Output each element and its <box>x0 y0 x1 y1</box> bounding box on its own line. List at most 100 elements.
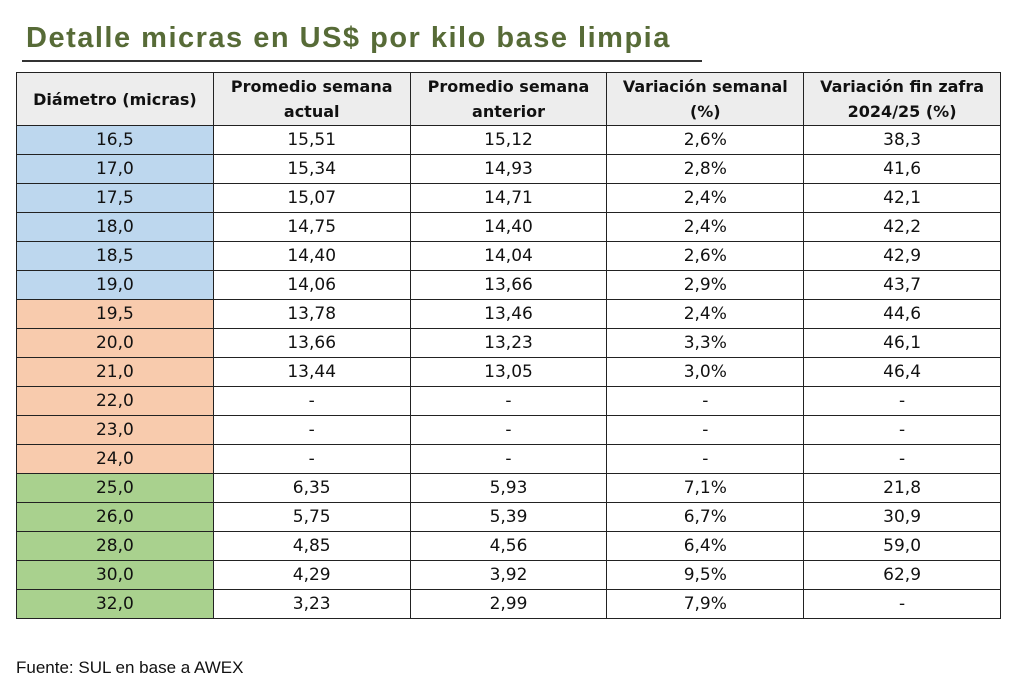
diameter-cell: 19,0 <box>16 270 214 300</box>
table-row: 18,0 14,75 14,40 2,4% 42,2 <box>16 212 1001 242</box>
weekly-variation-cell: - <box>606 386 805 416</box>
diameter-cell: 18,0 <box>16 212 214 242</box>
season-variation-cell: 59,0 <box>803 531 1001 561</box>
current-week-cell: 13,44 <box>212 357 411 387</box>
weekly-variation-cell: 3,3% <box>606 328 805 358</box>
previous-week-cell: 15,12 <box>409 125 608 155</box>
current-week-cell: 15,34 <box>212 154 411 184</box>
previous-week-cell: 5,93 <box>409 473 608 503</box>
previous-week-cell: - <box>409 386 608 416</box>
diameter-cell: 25,0 <box>16 473 214 503</box>
table-row: 23,0- - - - <box>16 415 1001 445</box>
season-variation-cell: 62,9 <box>803 560 1001 590</box>
previous-week-cell: 3,92 <box>409 560 608 590</box>
diameter-cell: 30,0 <box>16 560 214 590</box>
diameter-cell: 32,0 <box>16 589 214 619</box>
table-row: 21,0 13,44 13,05 3,0% 46,4 <box>16 357 1001 387</box>
table-row: 32,0 3,23 2,99 7,9% - <box>16 589 1001 619</box>
season-variation-cell: - <box>803 415 1001 445</box>
table-row: 30,0 4,29 3,92 9,5% 62,9 <box>16 560 1001 590</box>
diameter-cell: 24,0 <box>16 444 214 474</box>
diameter-cell: 19,5 <box>16 299 214 329</box>
season-variation-cell: 42,1 <box>803 183 1001 213</box>
season-variation-cell: 44,6 <box>803 299 1001 329</box>
header-previous-week: Promedio semana anterior <box>409 72 608 126</box>
weekly-variation-cell: - <box>606 444 805 474</box>
weekly-variation-cell: 2,9% <box>606 270 805 300</box>
current-week-cell: 3,23 <box>212 589 411 619</box>
previous-week-cell: 14,93 <box>409 154 608 184</box>
diameter-cell: 18,5 <box>16 241 214 271</box>
weekly-variation-cell: 7,1% <box>606 473 805 503</box>
current-week-cell: 6,35 <box>212 473 411 503</box>
season-variation-cell: 38,3 <box>803 125 1001 155</box>
diameter-cell: 17,0 <box>16 154 214 184</box>
diameter-cell: 21,0 <box>16 357 214 387</box>
previous-week-cell: - <box>409 415 608 445</box>
header-season-variation: Variación fin zafra 2024/25 (%) <box>803 72 1001 126</box>
current-week-cell: 13,78 <box>212 299 411 329</box>
current-week-cell: 14,06 <box>212 270 411 300</box>
table-row: 17,5 15,07 14,71 2,4% 42,1 <box>16 183 1001 213</box>
diameter-cell: 22,0 <box>16 386 214 416</box>
table-row: 18,5 14,40 14,04 2,6% 42,9 <box>16 241 1001 271</box>
previous-week-cell: 13,46 <box>409 299 608 329</box>
current-week-cell: - <box>212 444 411 474</box>
table-row: 19,0 14,06 13,66 2,9% 43,7 <box>16 270 1001 300</box>
previous-week-cell: 2,99 <box>409 589 608 619</box>
header-current-week: Promedio semana actual <box>212 72 411 126</box>
title-underline <box>22 60 702 62</box>
weekly-variation-cell: 3,0% <box>606 357 805 387</box>
weekly-variation-cell: 9,5% <box>606 560 805 590</box>
current-week-cell: 15,51 <box>212 125 411 155</box>
previous-week-cell: 14,71 <box>409 183 608 213</box>
weekly-variation-cell: 2,4% <box>606 212 805 242</box>
weekly-variation-cell: 7,9% <box>606 589 805 619</box>
table-row: 24,0- - - - <box>16 444 1001 474</box>
previous-week-cell: 14,40 <box>409 212 608 242</box>
previous-week-cell: 4,56 <box>409 531 608 561</box>
season-variation-cell: 42,2 <box>803 212 1001 242</box>
season-variation-cell: 42,9 <box>803 241 1001 271</box>
season-variation-cell: - <box>803 386 1001 416</box>
diameter-cell: 20,0 <box>16 328 214 358</box>
weekly-variation-cell: 2,6% <box>606 241 805 271</box>
season-variation-cell: 21,8 <box>803 473 1001 503</box>
table-row: 22,0- - - - <box>16 386 1001 416</box>
current-week-cell: 14,75 <box>212 212 411 242</box>
previous-week-cell: 5,39 <box>409 502 608 532</box>
table-row: 19,5 13,78 13,46 2,4% 44,6 <box>16 299 1001 329</box>
season-variation-cell: 43,7 <box>803 270 1001 300</box>
season-variation-cell: 46,4 <box>803 357 1001 387</box>
previous-week-cell: - <box>409 444 608 474</box>
season-variation-cell: - <box>803 589 1001 619</box>
weekly-variation-cell: 6,7% <box>606 502 805 532</box>
current-week-cell: 13,66 <box>212 328 411 358</box>
weekly-variation-cell: 2,6% <box>606 125 805 155</box>
previous-week-cell: 13,66 <box>409 270 608 300</box>
current-week-cell: 4,29 <box>212 560 411 590</box>
table-row: 26,0 5,75 5,39 6,7% 30,9 <box>16 502 1001 532</box>
header-weekly-variation: Variación semanal (%) <box>606 72 805 126</box>
diameter-cell: 28,0 <box>16 531 214 561</box>
season-variation-cell: 46,1 <box>803 328 1001 358</box>
table-row: 20,0 13,66 13,23 3,3% 46,1 <box>16 328 1001 358</box>
previous-week-cell: 13,23 <box>409 328 608 358</box>
season-variation-cell: 30,9 <box>803 502 1001 532</box>
header-diameter: Diámetro (micras) <box>16 72 214 126</box>
source-note: Fuente: SUL en base a AWEX <box>16 658 244 677</box>
weekly-variation-cell: 6,4% <box>606 531 805 561</box>
diameter-cell: 23,0 <box>16 415 214 445</box>
diameter-cell: 17,5 <box>16 183 214 213</box>
current-week-cell: 14,40 <box>212 241 411 271</box>
previous-week-cell: 13,05 <box>409 357 608 387</box>
current-week-cell: 5,75 <box>212 502 411 532</box>
current-week-cell: 4,85 <box>212 531 411 561</box>
current-week-cell: - <box>212 415 411 445</box>
weekly-variation-cell: 2,8% <box>606 154 805 184</box>
table-row: 17,0 15,34 14,93 2,8% 41,6 <box>16 154 1001 184</box>
current-week-cell: 15,07 <box>212 183 411 213</box>
table-row: 16,5 15,51 15,12 2,6% 38,3 <box>16 125 1001 155</box>
diameter-cell: 16,5 <box>16 125 214 155</box>
table-row: 28,0 4,85 4,56 6,4% 59,0 <box>16 531 1001 561</box>
